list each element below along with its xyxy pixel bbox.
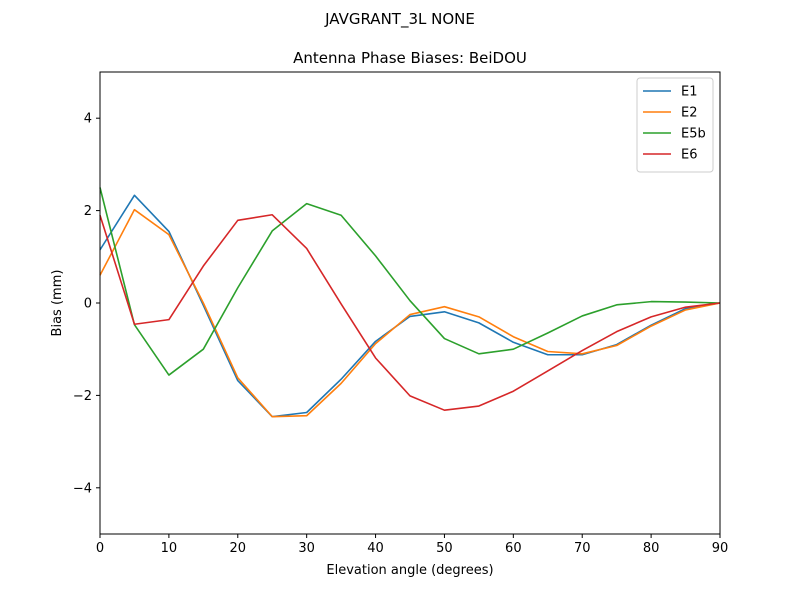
legend-label-e6: E6 — [681, 148, 698, 163]
y-axis-ticks: −4 −2 0 2 4 — [73, 112, 100, 496]
y-tick-label: 0 — [84, 297, 92, 312]
legend-box — [636, 77, 714, 173]
series-line-e2 — [99, 208, 721, 418]
x-tick-label: 10 — [161, 541, 178, 556]
legend: E1 E2 E5b E6 — [636, 77, 714, 173]
x-tick-label: 90 — [712, 541, 729, 556]
chart-title: Antenna Phase Biases: BeiDOU — [293, 49, 527, 67]
x-tick-label: 80 — [643, 541, 660, 556]
x-tick-label: 30 — [298, 541, 315, 556]
y-tick-label: 4 — [84, 112, 92, 127]
x-tick-label: 70 — [574, 541, 591, 556]
plot-area-frame — [99, 71, 721, 535]
legend-label-e5b: E5b — [681, 127, 706, 142]
legend-label-e2: E2 — [681, 106, 698, 121]
plot-lines — [99, 187, 721, 418]
y-tick-label: −4 — [73, 481, 92, 496]
x-tick-label: 40 — [367, 541, 384, 556]
x-tick-label: 20 — [230, 541, 247, 556]
y-tick-label: 2 — [84, 204, 92, 219]
series-line-e1 — [99, 194, 721, 418]
series-line-e6 — [99, 213, 721, 411]
figure-suptitle: JAVGRANT_3L NONE — [324, 10, 475, 29]
x-tick-label: 0 — [96, 541, 104, 556]
legend-label-e1: E1 — [681, 85, 698, 100]
x-axis-label: Elevation angle (degrees) — [326, 563, 493, 578]
series-line-e5b — [99, 187, 721, 376]
y-tick-label: −2 — [73, 389, 92, 404]
y-axis-label: Bias (mm) — [50, 270, 65, 337]
x-tick-label: 60 — [505, 541, 522, 556]
x-tick-label: 50 — [436, 541, 453, 556]
x-axis-ticks: 0 10 20 30 40 50 60 70 80 90 — [96, 534, 728, 556]
